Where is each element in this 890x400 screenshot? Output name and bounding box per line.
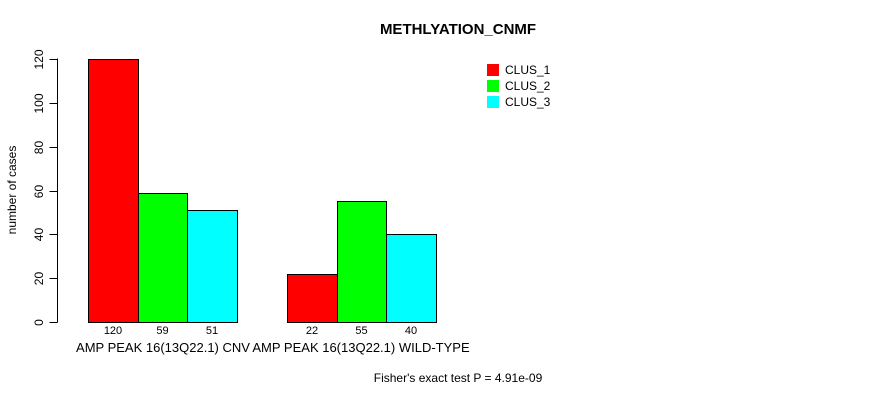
legend-item: CLUS_1 xyxy=(487,64,550,76)
bar-value-label: 120 xyxy=(104,325,122,337)
bar-CLUS_3 xyxy=(386,234,437,323)
y-tick-label: 60 xyxy=(32,185,46,199)
group-label-cnv: AMP PEAK 16(13Q22.1) CNV xyxy=(76,340,250,355)
bar-CLUS_2 xyxy=(138,193,188,323)
y-tick-label: 20 xyxy=(32,272,46,286)
bar-value-label: 22 xyxy=(306,325,318,337)
y-tick-label: 40 xyxy=(32,228,46,242)
bar-CLUS_1 xyxy=(287,274,338,323)
bar-value-label: 40 xyxy=(405,325,417,337)
legend-item-label: CLUS_2 xyxy=(505,79,551,93)
y-tick-label: 100 xyxy=(32,93,46,113)
y-tick-label: 80 xyxy=(32,141,46,155)
legend-swatch-icon xyxy=(487,80,499,92)
y-tick-label: 120 xyxy=(32,49,46,69)
bar-CLUS_2 xyxy=(337,201,387,323)
legend-swatch-icon xyxy=(487,96,499,108)
bar-CLUS_1 xyxy=(88,59,139,323)
y-tick-label: 0 xyxy=(32,319,46,326)
legend-item: CLUS_3 xyxy=(487,96,550,108)
legend-item: CLUS_2 xyxy=(487,80,550,92)
bar-CLUS_3 xyxy=(187,210,238,323)
legend: CLUS_1 CLUS_2 CLUS_3 xyxy=(487,64,550,108)
bar-value-label: 59 xyxy=(156,325,168,337)
chart-title: METHLYATION_CNMF xyxy=(379,21,537,38)
fisher-test-annotation: Fisher's exact test P = 4.91e-09 xyxy=(373,371,543,385)
group-label-wild-type: AMP PEAK 16(13Q22.1) WILD-TYPE xyxy=(252,340,470,355)
legend-swatch-icon xyxy=(487,64,499,76)
legend-item-label: CLUS_1 xyxy=(505,63,551,77)
bar-value-label: 55 xyxy=(355,325,367,337)
legend-item-label: CLUS_3 xyxy=(505,95,551,109)
bar-value-label: 51 xyxy=(206,325,218,337)
